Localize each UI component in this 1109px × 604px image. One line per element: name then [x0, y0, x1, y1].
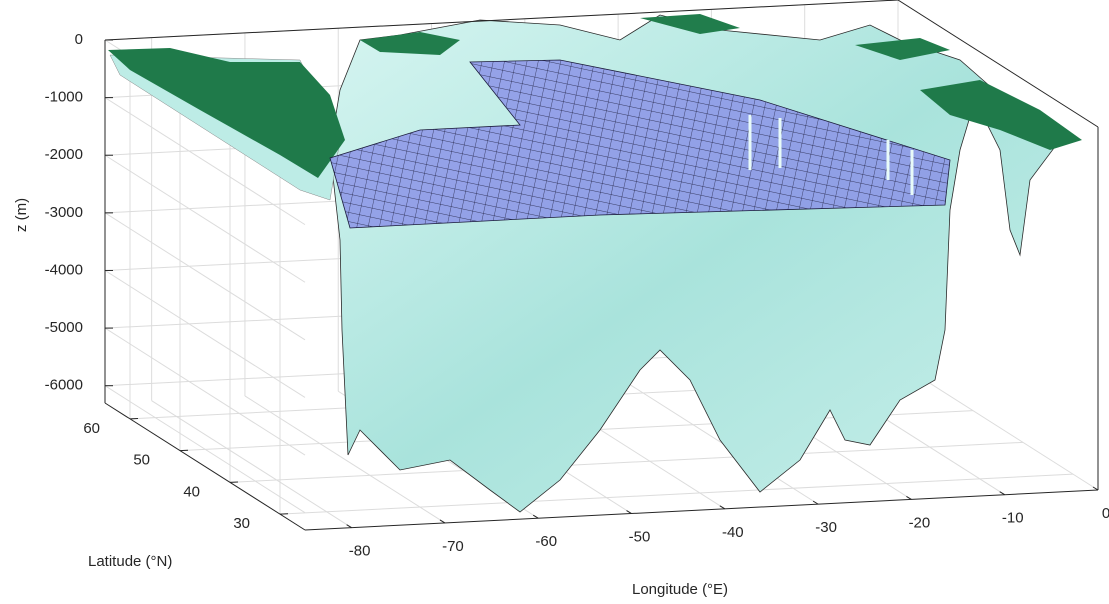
x-tick-label: -40	[722, 524, 744, 541]
x-tick-label: -80	[349, 543, 371, 560]
x-tick-label: -50	[629, 528, 651, 545]
x-axis-label: Longitude (°E)	[632, 581, 728, 598]
x-tick	[720, 506, 725, 509]
z-tick-label: -5000	[45, 319, 83, 336]
z-tick-label: -2000	[45, 146, 83, 163]
x-tick-label: -10	[1002, 510, 1024, 527]
grid-line	[152, 401, 352, 528]
z-tick-label: -1000	[45, 89, 83, 106]
y-axis-label: Latitude (°N)	[88, 553, 172, 570]
y-tick-label: 30	[233, 515, 250, 532]
x-tick-label: -70	[442, 538, 464, 555]
grid-line	[105, 328, 305, 455]
land-left	[108, 48, 345, 178]
x-tick	[440, 520, 445, 523]
x-tick-label: -20	[909, 514, 931, 531]
grid-line	[105, 386, 305, 513]
x-tick	[533, 515, 538, 518]
z-tick-label: -6000	[45, 377, 83, 394]
x-tick	[906, 496, 911, 499]
z-tick-label: -3000	[45, 204, 83, 221]
x-tick	[1000, 492, 1005, 495]
x-tick	[627, 511, 632, 514]
grid-line	[105, 270, 305, 397]
z-tick-label: 0	[75, 31, 83, 48]
x-tick-label: -30	[815, 519, 837, 536]
x-tick	[813, 501, 818, 504]
x-tick-label: 0	[1102, 505, 1109, 522]
y-tick-label: 40	[183, 483, 200, 500]
z-axis-label: z (m)	[13, 198, 30, 232]
x-tick	[1093, 487, 1098, 490]
x-tick	[347, 525, 352, 528]
grid-line	[105, 213, 305, 340]
y-tick-label: 60	[83, 420, 100, 437]
z-tick-label: -4000	[45, 261, 83, 278]
x-tick-label: -60	[535, 533, 557, 550]
y-tick-label: 50	[133, 452, 150, 469]
chart: -6000 -5000 -4000 -3000 -2000 -1000 0 30 40 50 60 -…	[0, 0, 1109, 604]
